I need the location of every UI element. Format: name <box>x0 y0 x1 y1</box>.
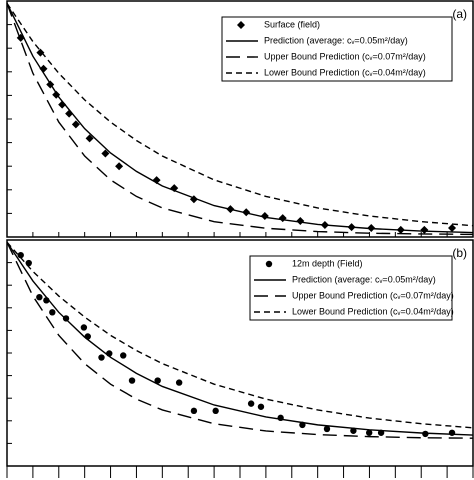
point <box>247 400 255 407</box>
legend-label: Prediction (average: cᵥ=0.05m²/day) <box>264 35 408 45</box>
curve <box>6 3 474 236</box>
legend-label: Prediction (average: cᵥ=0.05m²/day) <box>292 274 436 284</box>
point <box>323 425 331 433</box>
panel-label: (b) <box>452 246 467 260</box>
point <box>237 21 245 29</box>
curve <box>6 241 474 429</box>
point <box>212 407 219 415</box>
curve <box>6 241 474 436</box>
point <box>71 120 80 129</box>
point <box>257 403 265 410</box>
curve <box>6 3 474 234</box>
point <box>448 429 456 436</box>
point <box>25 259 32 267</box>
legend-box <box>221 16 453 82</box>
point <box>190 407 198 415</box>
legend-label: 12m depth (Field) <box>292 258 363 268</box>
legend-label: Lower Bound Prediction (cᵥ=0.04m²/day) <box>264 67 426 77</box>
point <box>36 48 45 57</box>
legend-box <box>249 255 453 321</box>
point <box>175 379 183 386</box>
point <box>85 134 94 143</box>
point <box>80 324 88 331</box>
point <box>154 377 161 384</box>
point <box>98 354 105 361</box>
curve <box>6 2 474 227</box>
curve <box>6 241 474 439</box>
legend-label: Surface (field) <box>264 19 320 29</box>
legend-label: Upper Bound Prediction (cᵥ=0.07m²/day) <box>264 51 426 61</box>
point <box>17 251 24 259</box>
point <box>278 214 287 223</box>
point <box>422 430 429 438</box>
point <box>448 224 457 233</box>
point <box>265 260 273 268</box>
legend-label: Lower Bound Prediction (cᵥ=0.04m²/day) <box>292 306 454 316</box>
point <box>128 377 136 384</box>
point <box>36 293 43 301</box>
legend-label: Upper Bound Prediction (cᵥ=0.07m²/day) <box>292 290 454 300</box>
point <box>296 216 305 225</box>
point <box>101 149 110 158</box>
point <box>365 429 373 436</box>
panel-label: (a) <box>452 7 467 21</box>
point <box>49 309 56 316</box>
point <box>115 162 124 171</box>
point <box>120 352 127 359</box>
